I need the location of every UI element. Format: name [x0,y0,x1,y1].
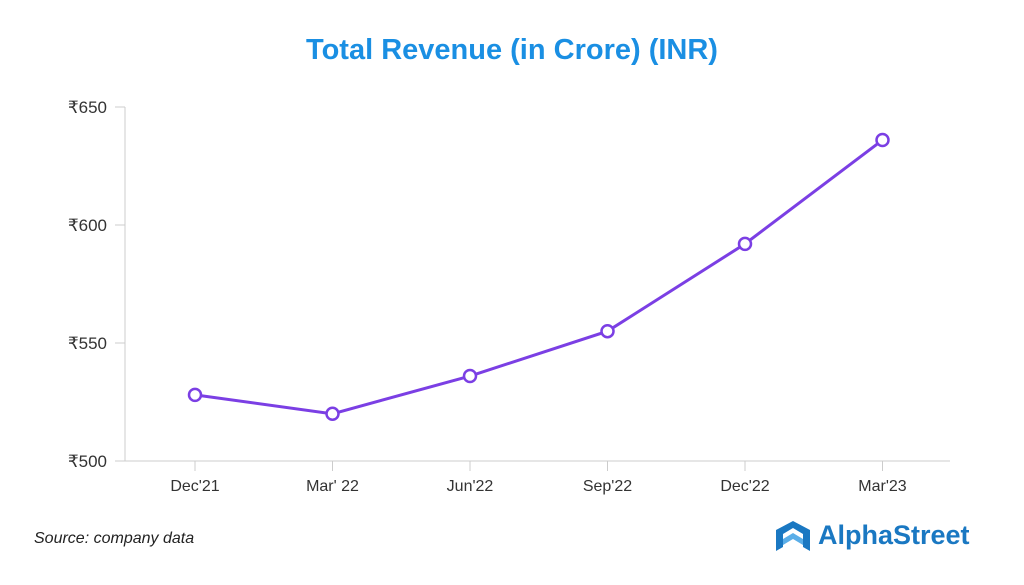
series-line [194,138,884,416]
y-tick-label: ₹500 [68,452,107,471]
chart-title: Total Revenue (in Crore) (INR) [306,34,718,66]
x-tick-label: Sep'22 [583,478,632,495]
alphastreet-logo: AlphaStreet [776,520,970,551]
data-point [875,132,890,148]
data-point [600,323,615,339]
data-point [187,387,203,403]
data-point [737,236,753,252]
alphastreet-logo-icon [776,520,810,551]
x-tick-label: Dec'21 [170,478,219,495]
x-tick-label: Jun'22 [447,478,494,495]
x-tick-label: Mar'23 [858,478,907,495]
x-tick-label: Dec'22 [720,478,769,495]
y-tick-label: ₹600 [68,216,107,235]
data-point [462,368,478,384]
brand-name: AlphaStreet [818,520,970,550]
source-note: Source: company data [34,530,195,547]
y-tick-label: ₹650 [68,98,107,117]
data-point [325,406,340,422]
x-tick-label: Mar' 22 [306,478,359,495]
y-tick-label: ₹550 [68,334,107,353]
